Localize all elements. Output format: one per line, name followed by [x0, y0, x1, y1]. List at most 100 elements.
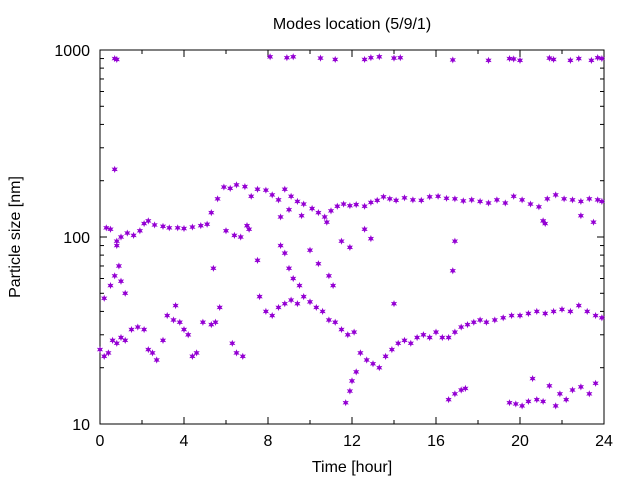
data-point	[233, 181, 240, 189]
x-axis-label: Time [hour]	[312, 459, 392, 476]
data-point	[451, 237, 459, 245]
data-point	[306, 246, 314, 254]
data-point	[556, 390, 564, 398]
data-point	[166, 224, 173, 232]
data-point	[113, 339, 120, 347]
data-point	[315, 260, 322, 268]
data-point	[159, 336, 167, 344]
data-point	[508, 311, 515, 320]
data-point	[353, 368, 360, 376]
data-point	[533, 396, 540, 404]
data-point	[145, 217, 152, 225]
data-point	[296, 281, 303, 290]
data-point	[588, 56, 595, 64]
data-point	[567, 56, 574, 64]
data-point	[460, 197, 467, 205]
data-point	[237, 233, 244, 241]
data-point	[180, 224, 188, 233]
data-point	[552, 402, 559, 410]
data-point	[222, 227, 230, 235]
data-point	[231, 231, 238, 239]
data-point	[248, 192, 255, 200]
data-point	[353, 201, 360, 209]
data-point	[539, 397, 547, 406]
data-point	[502, 199, 509, 207]
data-point	[243, 222, 251, 230]
data-point	[101, 294, 108, 302]
data-point	[346, 387, 354, 395]
x-tick-label: 4	[180, 433, 189, 450]
x-tick-label: 0	[96, 433, 105, 450]
data-point	[287, 192, 295, 200]
data-point	[285, 206, 293, 214]
data-point	[290, 53, 297, 61]
data-point	[361, 202, 368, 210]
data-point	[122, 289, 129, 297]
data-point	[117, 233, 125, 241]
data-point	[334, 202, 341, 210]
data-point	[575, 54, 582, 63]
data-point	[546, 54, 553, 62]
data-point	[544, 195, 551, 203]
data-point	[535, 203, 543, 211]
data-point	[266, 53, 274, 61]
data-point	[445, 333, 452, 342]
data-point	[172, 301, 179, 310]
data-point	[392, 196, 400, 204]
x-tick-label: 16	[427, 433, 445, 450]
data-point	[401, 194, 408, 202]
data-point	[113, 55, 120, 64]
data-point	[103, 224, 110, 232]
data-point	[323, 218, 330, 226]
data-point	[451, 328, 459, 336]
data-point	[340, 200, 347, 208]
data-point	[300, 200, 307, 208]
data-point	[176, 318, 183, 326]
y-axis-label: Particle size [nm]	[7, 176, 24, 298]
data-point	[189, 352, 196, 360]
data-point	[598, 54, 606, 63]
data-point	[283, 54, 291, 62]
data-point	[485, 199, 492, 207]
data-point	[350, 328, 358, 336]
data-point	[510, 55, 517, 63]
data-point	[542, 309, 549, 318]
plot-frame	[99, 49, 605, 425]
data-point	[327, 207, 335, 215]
data-point	[281, 249, 288, 257]
data-point	[185, 331, 192, 339]
data-point	[348, 377, 356, 385]
data-point	[199, 318, 207, 326]
data-point	[216, 303, 223, 312]
data-point	[294, 300, 301, 308]
data-point	[506, 399, 513, 407]
data-point	[550, 55, 557, 64]
data-point	[420, 331, 427, 339]
data-point	[281, 300, 288, 308]
data-point	[180, 325, 188, 334]
data-point	[245, 225, 253, 233]
data-point	[262, 186, 270, 194]
data-point	[105, 349, 112, 357]
data-point	[277, 213, 284, 221]
data-point	[332, 318, 339, 326]
y-tick-label: 10	[72, 417, 90, 434]
data-point	[281, 185, 288, 193]
data-point	[233, 349, 240, 357]
data-point	[256, 293, 263, 301]
data-point	[117, 277, 125, 285]
data-point	[512, 400, 519, 408]
data-point	[443, 194, 450, 202]
data-point	[491, 316, 498, 324]
data-point	[208, 209, 215, 217]
data-point	[464, 321, 471, 329]
data-point	[382, 352, 389, 360]
data-point	[407, 339, 414, 347]
data-point	[101, 352, 108, 360]
data-point	[594, 54, 601, 62]
data-point	[174, 224, 181, 232]
data-point	[300, 293, 307, 301]
data-point	[229, 339, 236, 347]
data-point	[227, 184, 234, 192]
